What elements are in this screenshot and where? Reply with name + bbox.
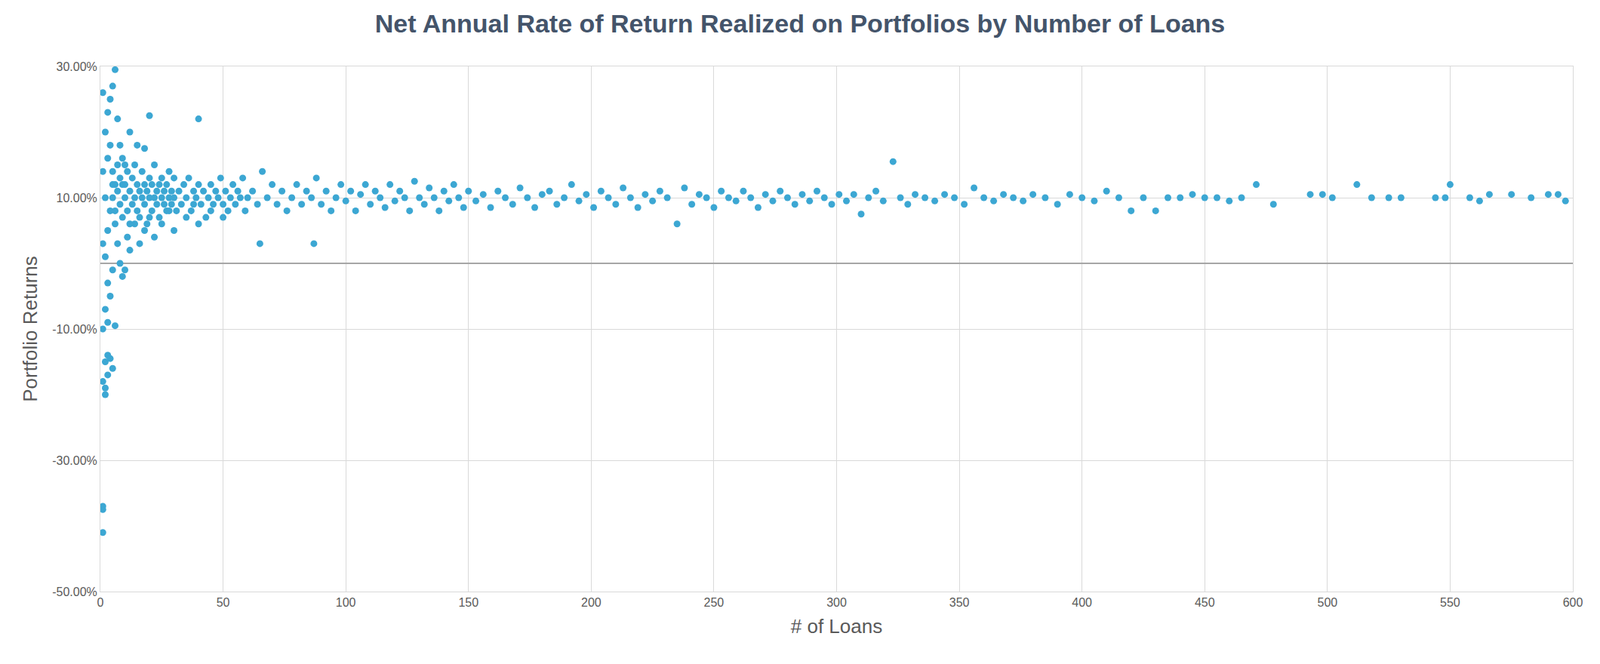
svg-text:0: 0 (97, 596, 105, 610)
svg-text:100: 100 (335, 596, 357, 610)
svg-text:-50.00%: -50.00% (52, 585, 98, 599)
svg-text:-10.00%: -10.00% (52, 323, 98, 336)
svg-text:450: 450 (1194, 596, 1216, 610)
svg-text:50: 50 (216, 596, 231, 610)
svg-text:350: 350 (949, 596, 970, 610)
svg-text:550: 550 (1440, 596, 1461, 610)
svg-text:250: 250 (704, 596, 725, 610)
svg-text:600: 600 (1563, 596, 1584, 610)
svg-text:400: 400 (1071, 596, 1093, 610)
svg-text:150: 150 (458, 596, 479, 610)
svg-text:-30.00%: -30.00% (52, 454, 98, 468)
svg-text:200: 200 (581, 596, 602, 610)
svg-text:Portfolio Returns: Portfolio Returns (18, 255, 42, 403)
svg-text:# of Loans: # of Loans (790, 615, 883, 638)
svg-text:Net Annual Rate of Return Real: Net Annual Rate of Return Realized on Po… (375, 9, 1225, 38)
svg-text:300: 300 (826, 596, 847, 610)
svg-text:10.00%: 10.00% (56, 191, 98, 205)
svg-text:30.00%: 30.00% (56, 60, 98, 74)
svg-text:500: 500 (1316, 596, 1338, 610)
